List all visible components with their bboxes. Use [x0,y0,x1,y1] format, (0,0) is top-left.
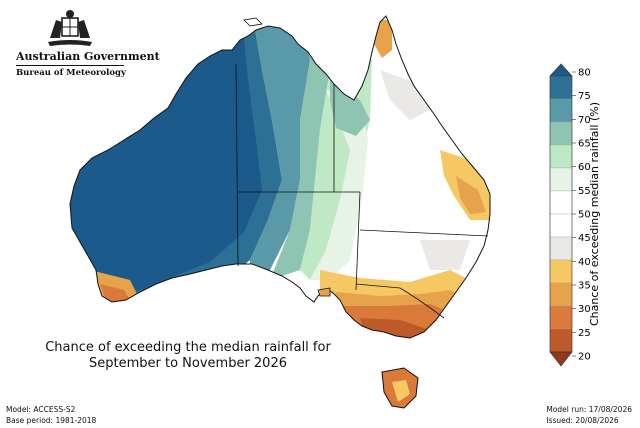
colorbar-band-40-45 [549,236,573,261]
colorbar-tick-label: 45 [578,233,591,244]
colorbar-band-30-35 [549,282,573,307]
colorbar-tick-label: 60 [578,162,591,173]
colorbar-tick-label: 30 [578,304,591,315]
colorbar-tick-label: 80 [578,68,591,79]
colorbar-tick-label: 40 [578,257,591,268]
bom-logo: Australian Government Bureau of Meteorol… [16,8,160,78]
band-40-45-se [420,240,470,270]
band-30-35-east [456,176,486,214]
state-borders [235,63,489,319]
base-period: Base period: 1981-2018 [6,416,97,425]
government-name: Australian Government [16,50,160,63]
band-65-70-ne [330,80,370,136]
colorbar-tick-label: 55 [578,186,591,197]
colorbar-band-60-65 [549,144,573,169]
tasmania-center-band [392,380,410,402]
colorbar-band-70-75 [549,98,573,123]
band-20-25-se [360,318,430,338]
colorbar-band-75-80 [549,75,573,100]
colorbar-tick-label: 25 [578,328,591,339]
colorbar-tick-label: 70 [578,115,591,126]
map-title-line2: September to November 2026 [88,356,287,371]
colorbar: 80 75 70 65 60 55 50 45 40 35 30 25 20 Chance of exc… [549,63,601,367]
colorbar-tick-label: 65 [578,139,591,150]
colorbar-bottom-arrow [549,351,573,367]
map-title: Chance of exceeding the median rainfall … [38,340,338,372]
colorbar-band-35-40 [549,259,573,284]
map-title-line1: Chance of exceeding the median rainfall … [45,340,331,355]
colorbar-top-arrow [549,63,573,77]
island-kangaroo [317,287,331,297]
colorbar-band-20-25 [549,328,573,353]
colorbar-band-25-30 [549,305,573,330]
colorbar-band-50-55 [549,190,573,215]
logo-divider [16,65,124,66]
colorbar-band-45-50 [549,213,573,238]
colorbar-band-55-60 [549,167,573,192]
footer-left: Model: ACCESS-S2 Base period: 1981-2018 [6,404,96,426]
island-tiwi [243,17,263,27]
colorbar-title: Chance of exceeding median rainfall (%) [588,102,601,326]
band-65-70 [270,16,330,280]
colorbar-band-65-70 [549,121,573,146]
model-name: Model: ACCESS-S2 [6,405,76,414]
footer-right: Model run: 17/08/2026 Issued: 20/08/2026 [546,404,632,426]
colorbar-tick-label: 75 [578,91,591,102]
colorbar-tick-label: 35 [578,281,591,292]
colorbar-tick-label: 50 [578,210,591,221]
band-40-45-ne [380,70,430,120]
band-55-60 [310,90,368,280]
coat-of-arms-icon [48,10,92,46]
band-70-75 [250,16,310,290]
model-run: Model run: 17/08/2026 [546,405,632,414]
colorbar-tick-label: 20 [578,352,591,363]
issued-date: Issued: 20/08/2026 [546,416,619,425]
agency-name: Bureau of Meteorology [16,68,126,78]
